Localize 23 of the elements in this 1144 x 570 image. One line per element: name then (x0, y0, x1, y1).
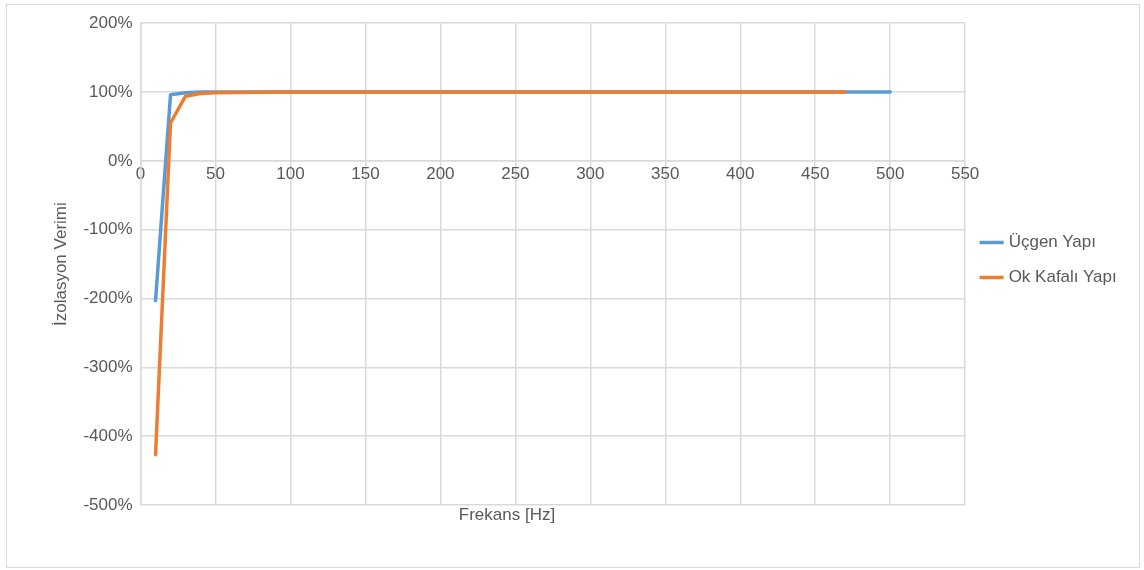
x-tick-label: 550 (950, 163, 980, 183)
y-tick-label: -300% (83, 357, 133, 377)
y-tick-label: -200% (83, 288, 133, 308)
x-tick-label: 500 (876, 163, 905, 183)
x-tick-label: 100 (276, 163, 305, 183)
x-tick-label: 50 (206, 163, 225, 183)
y-tick-label: -100% (83, 219, 133, 239)
x-tick-label: 250 (501, 163, 530, 183)
x-axis-title: Frekans [Hz] (458, 505, 556, 524)
x-tick-label: 200 (426, 163, 455, 183)
legend-label: Üçgen Yapı (1008, 232, 1096, 252)
x-tick-label: 150 (351, 163, 380, 183)
x-tick-label: 350 (651, 163, 680, 183)
x-tick-label: 300 (576, 163, 605, 183)
y-tick-label: -500% (83, 494, 133, 514)
legend-label: Ok Kafalı Yapı (1008, 267, 1117, 287)
x-tick-label: 400 (726, 163, 755, 183)
y-tick-label: -400% (83, 425, 133, 445)
y-tick-label: 100% (89, 81, 133, 101)
y-axis-title: İzolasyon Verimi (50, 202, 70, 326)
y-tick-label: 200% (89, 12, 133, 32)
y-tick-label: 0% (107, 150, 133, 170)
x-tick-label: 450 (801, 163, 830, 183)
